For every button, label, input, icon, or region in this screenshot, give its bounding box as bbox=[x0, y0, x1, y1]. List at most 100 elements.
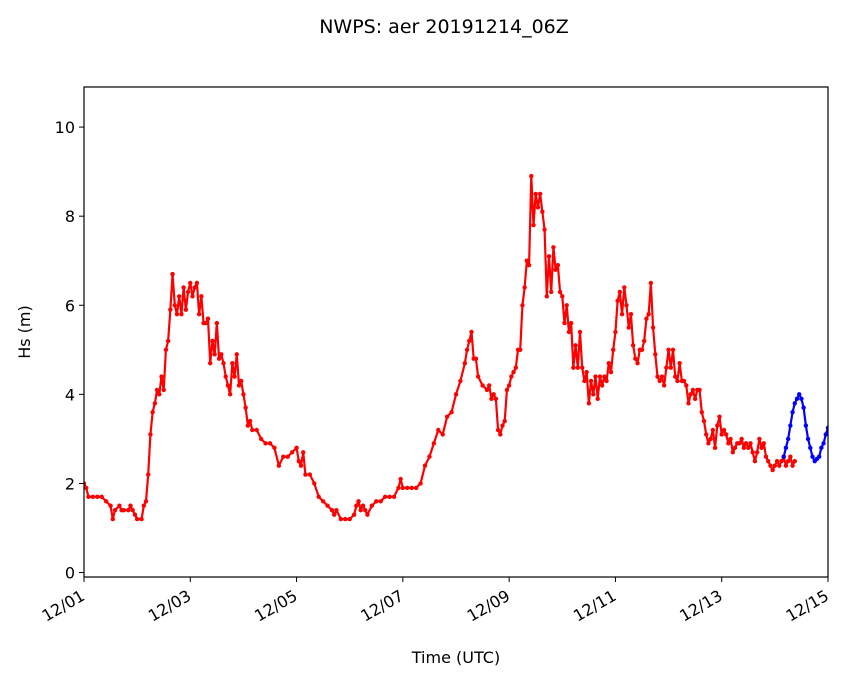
data-point-observed bbox=[743, 441, 749, 446]
data-point-observed bbox=[752, 458, 758, 464]
data-point-observed bbox=[464, 347, 470, 353]
data-point-observed bbox=[210, 338, 215, 344]
data-point-observed bbox=[608, 369, 614, 375]
data-point-observed bbox=[726, 441, 731, 446]
data-point-forecast bbox=[805, 436, 811, 442]
data-point-observed bbox=[99, 494, 104, 500]
data-point-forecast bbox=[810, 454, 815, 459]
data-point-observed bbox=[504, 387, 510, 393]
data-point-forecast bbox=[794, 396, 800, 402]
data-point-observed bbox=[728, 436, 733, 442]
data-point-observed bbox=[422, 463, 428, 468]
data-point-forecast bbox=[803, 423, 809, 428]
data-point-observed bbox=[777, 463, 782, 468]
data-point-observed bbox=[267, 441, 273, 446]
data-point-observed bbox=[555, 262, 561, 268]
data-point-observed bbox=[227, 392, 233, 397]
data-point-observed bbox=[329, 507, 335, 513]
data-point-observed bbox=[511, 369, 516, 375]
data-point-observed bbox=[334, 507, 339, 513]
data-point-forecast bbox=[797, 392, 802, 397]
data-point-observed bbox=[549, 289, 554, 295]
data-point-observed bbox=[185, 289, 191, 295]
data-point-observed bbox=[194, 280, 200, 286]
data-point-observed bbox=[653, 352, 658, 357]
data-point-observed bbox=[108, 503, 113, 508]
data-point-observed bbox=[469, 329, 474, 335]
data-point-observed bbox=[157, 392, 162, 397]
data-point-observed bbox=[684, 383, 689, 388]
data-point-observed bbox=[562, 320, 567, 326]
data-point-observed bbox=[568, 320, 574, 326]
data-point-observed bbox=[141, 503, 146, 508]
data-point-observed bbox=[670, 347, 676, 353]
data-point-observed bbox=[506, 383, 512, 388]
data-point-observed bbox=[584, 369, 589, 375]
data-point-observed bbox=[642, 338, 647, 344]
data-point-observed bbox=[551, 245, 556, 250]
data-point-observed bbox=[296, 458, 301, 464]
data-point-observed bbox=[316, 494, 321, 500]
data-point-observed bbox=[646, 311, 651, 317]
data-point-observed bbox=[234, 352, 239, 357]
y-tick-label: 10 bbox=[55, 118, 75, 137]
data-point-observed bbox=[766, 458, 771, 464]
data-point-observed bbox=[199, 294, 204, 299]
data-point-observed bbox=[363, 507, 368, 513]
data-point-observed bbox=[117, 503, 122, 508]
data-point-observed bbox=[188, 280, 193, 286]
data-point-observed bbox=[655, 374, 660, 379]
data-point-observed bbox=[294, 445, 299, 451]
data-point-observed bbox=[181, 285, 186, 290]
data-point-observed bbox=[633, 356, 638, 361]
data-point-observed bbox=[524, 258, 530, 263]
data-point-observed bbox=[757, 436, 762, 442]
data-point-observed bbox=[560, 294, 565, 299]
data-point-observed bbox=[165, 338, 171, 344]
data-point-observed bbox=[121, 507, 127, 513]
data-point-observed bbox=[597, 374, 603, 379]
data-point-observed bbox=[192, 285, 197, 290]
data-point-observed bbox=[409, 485, 414, 491]
data-point-observed bbox=[677, 360, 682, 366]
data-point-observed bbox=[196, 311, 202, 317]
series-forecast bbox=[781, 392, 828, 464]
data-point-observed bbox=[535, 205, 541, 210]
data-point-observed bbox=[635, 360, 640, 366]
data-point-observed bbox=[768, 463, 773, 468]
data-point-observed bbox=[223, 374, 228, 379]
y-tick-label: 2 bbox=[65, 474, 75, 493]
x-tick-label: 12/05 bbox=[251, 586, 300, 626]
data-point-observed bbox=[666, 347, 671, 353]
data-point-forecast bbox=[801, 405, 806, 410]
data-point-observed bbox=[546, 254, 552, 259]
data-point-observed bbox=[681, 378, 687, 384]
data-point-observed bbox=[126, 507, 131, 513]
data-point-observed bbox=[405, 485, 410, 491]
data-point-observed bbox=[444, 414, 450, 419]
data-point-observed bbox=[245, 423, 251, 428]
data-point-observed bbox=[661, 383, 667, 388]
data-point-observed bbox=[788, 454, 793, 459]
data-point-forecast bbox=[785, 436, 791, 442]
data-point-observed bbox=[659, 374, 665, 379]
data-point-observed bbox=[307, 472, 313, 477]
data-point-forecast bbox=[823, 432, 828, 437]
data-point-observed bbox=[715, 423, 720, 428]
data-point-observed bbox=[489, 396, 494, 402]
data-point-observed bbox=[537, 191, 543, 197]
data-point-observed bbox=[174, 311, 180, 317]
data-point-observed bbox=[219, 352, 224, 357]
x-tick-label: 12/07 bbox=[357, 586, 406, 626]
data-point-observed bbox=[134, 516, 140, 522]
data-point-forecast bbox=[821, 441, 826, 446]
data-point-observed bbox=[553, 267, 558, 272]
data-point-observed bbox=[657, 378, 662, 384]
data-point-observed bbox=[509, 374, 514, 379]
data-point-observed bbox=[325, 503, 330, 508]
data-point-observed bbox=[418, 481, 423, 486]
data-point-observed bbox=[644, 316, 649, 321]
data-point-observed bbox=[582, 378, 587, 384]
data-point-observed bbox=[697, 387, 702, 393]
